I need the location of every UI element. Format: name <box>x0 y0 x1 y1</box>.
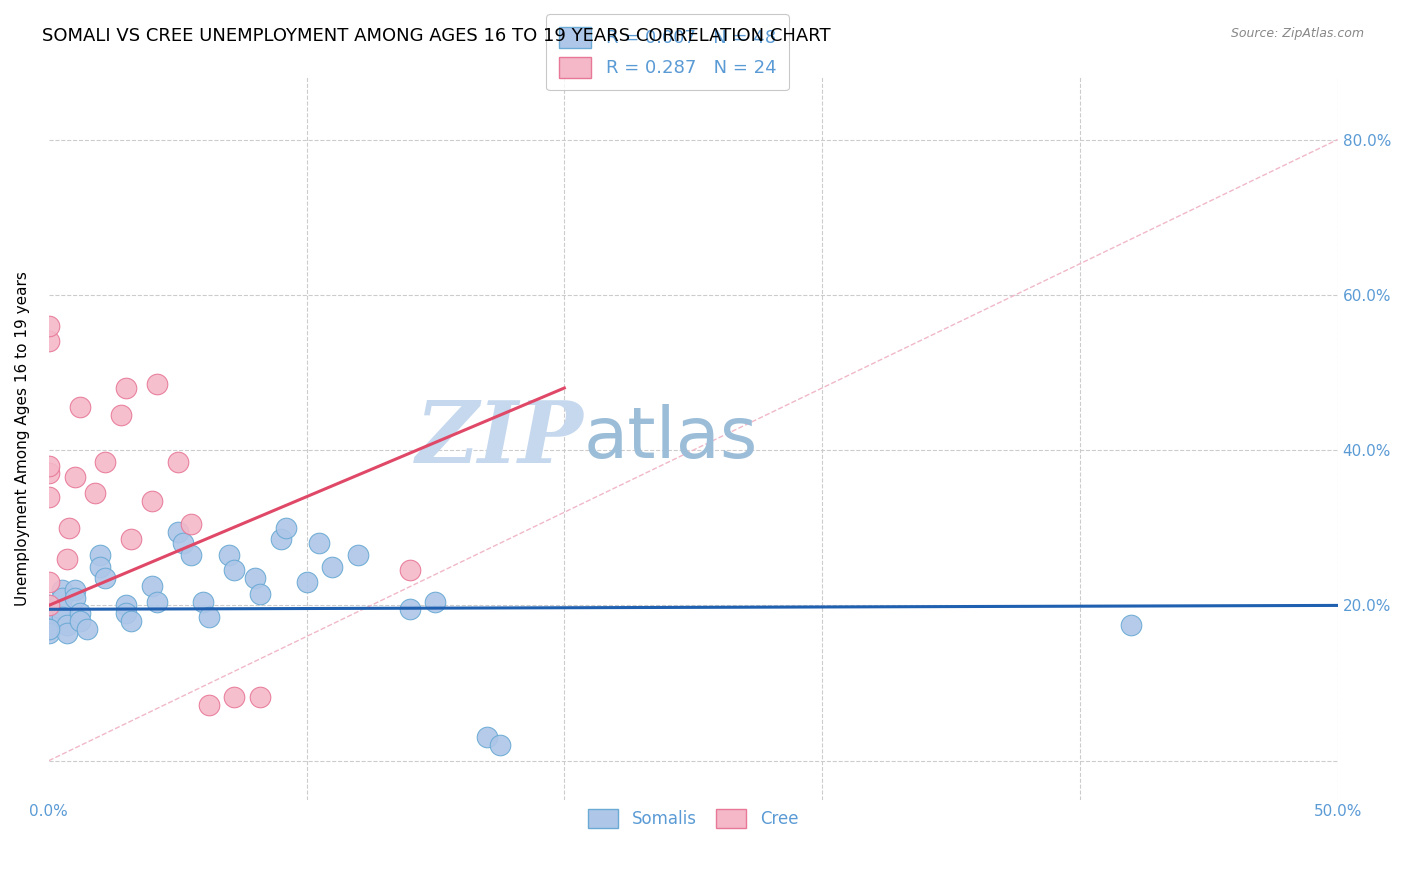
Point <box>146 594 169 608</box>
Point <box>274 521 297 535</box>
Point <box>56 551 79 566</box>
Point <box>38 575 60 590</box>
Point <box>180 516 202 531</box>
Point <box>120 614 142 628</box>
Point <box>38 602 60 616</box>
Point <box>166 524 188 539</box>
Point <box>193 594 215 608</box>
Point <box>76 622 98 636</box>
Point <box>51 591 73 605</box>
Text: Source: ZipAtlas.com: Source: ZipAtlas.com <box>1230 27 1364 40</box>
Point <box>218 548 240 562</box>
Point <box>398 564 420 578</box>
Legend: Somalis, Cree: Somalis, Cree <box>582 802 806 835</box>
Point <box>38 334 60 349</box>
Point <box>38 458 60 473</box>
Point <box>89 559 111 574</box>
Point <box>166 455 188 469</box>
Point <box>89 548 111 562</box>
Point <box>321 559 343 574</box>
Point <box>197 698 219 712</box>
Point <box>38 467 60 481</box>
Point <box>63 591 86 605</box>
Point <box>115 606 138 620</box>
Point <box>120 533 142 547</box>
Point <box>110 408 132 422</box>
Point <box>224 564 246 578</box>
Point <box>63 470 86 484</box>
Point <box>38 610 60 624</box>
Text: ZIP: ZIP <box>416 397 583 480</box>
Point <box>69 606 91 620</box>
Point <box>56 617 79 632</box>
Point <box>347 548 370 562</box>
Point <box>141 493 163 508</box>
Point <box>38 490 60 504</box>
Point <box>1121 617 1143 632</box>
Point <box>475 731 498 745</box>
Text: atlas: atlas <box>583 404 758 473</box>
Point <box>51 610 73 624</box>
Point <box>69 614 91 628</box>
Point <box>38 318 60 333</box>
Text: SOMALI VS CREE UNEMPLOYMENT AMONG AGES 16 TO 19 YEARS CORRELATION CHART: SOMALI VS CREE UNEMPLOYMENT AMONG AGES 1… <box>42 27 831 45</box>
Point <box>172 536 194 550</box>
Point <box>38 625 60 640</box>
Point <box>398 602 420 616</box>
Point <box>94 455 117 469</box>
Y-axis label: Unemployment Among Ages 16 to 19 years: Unemployment Among Ages 16 to 19 years <box>15 271 30 606</box>
Point <box>56 625 79 640</box>
Point <box>308 536 330 550</box>
Point <box>51 582 73 597</box>
Point <box>38 617 60 632</box>
Point <box>270 533 292 547</box>
Point <box>197 610 219 624</box>
Point <box>38 614 60 628</box>
Point <box>94 571 117 585</box>
Point <box>38 606 60 620</box>
Point <box>224 690 246 704</box>
Point <box>115 381 138 395</box>
Point <box>58 521 80 535</box>
Point <box>146 377 169 392</box>
Point <box>51 602 73 616</box>
Point <box>249 587 271 601</box>
Point <box>84 486 107 500</box>
Point <box>425 594 447 608</box>
Point <box>38 622 60 636</box>
Point <box>63 582 86 597</box>
Point <box>489 738 512 752</box>
Point <box>141 579 163 593</box>
Point <box>180 548 202 562</box>
Point <box>243 571 266 585</box>
Point <box>295 575 318 590</box>
Point <box>69 401 91 415</box>
Point <box>249 690 271 704</box>
Point <box>38 622 60 636</box>
Point <box>115 599 138 613</box>
Point <box>38 599 60 613</box>
Point <box>38 599 60 613</box>
